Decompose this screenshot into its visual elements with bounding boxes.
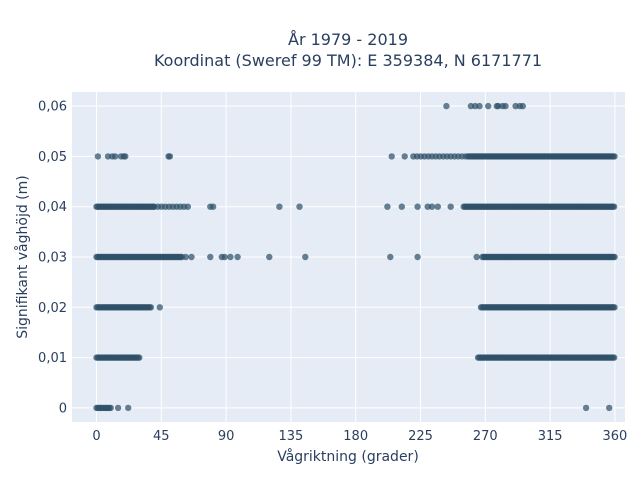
- data-point: [414, 203, 421, 210]
- data-point: [266, 253, 273, 261]
- data-point: [276, 203, 283, 210]
- data-point: [414, 253, 421, 261]
- data-point: [401, 153, 408, 160]
- x-tick-label: 270: [473, 429, 498, 444]
- data-point: [398, 203, 405, 210]
- data-point: [112, 153, 119, 160]
- x-tick-labels: 0 45 90 135 180 225 270 315 360: [92, 429, 627, 444]
- data-point: [428, 203, 436, 210]
- y-tick-label: 0,02: [38, 301, 67, 316]
- data-point: [296, 203, 303, 210]
- data-point: [114, 404, 122, 412]
- data-point: [182, 253, 189, 261]
- data-point: [611, 253, 618, 261]
- data-point: [122, 153, 129, 160]
- y-tick-label: 0,03: [38, 251, 67, 266]
- data-point: [94, 153, 102, 160]
- data-point: [207, 253, 214, 261]
- data-point: [188, 253, 195, 261]
- y-axis-label: Signifikant våghöjd (m): [14, 175, 31, 338]
- x-tick-label: 135: [278, 429, 303, 444]
- x-tick-label: 315: [538, 429, 563, 444]
- data-point: [227, 253, 234, 261]
- x-tick-label: 225: [408, 429, 433, 444]
- x-tick-label: 180: [343, 429, 368, 444]
- data-point: [156, 304, 163, 311]
- x-tick-label: 45: [153, 429, 170, 444]
- data-point: [519, 102, 526, 110]
- data-point: [611, 153, 618, 160]
- data-point: [611, 354, 618, 361]
- x-tick-label: 360: [603, 429, 628, 444]
- data-point: [462, 153, 469, 160]
- data-point: [473, 253, 480, 261]
- chart-title-line1: År 1979 - 2019: [288, 30, 408, 49]
- data-points: [93, 102, 618, 412]
- x-tick-label: 90: [218, 429, 235, 444]
- data-point: [443, 102, 450, 110]
- y-tick-label: 0,06: [38, 100, 67, 115]
- data-point: [234, 253, 241, 261]
- data-point: [502, 102, 509, 110]
- y-tick-labels: 0 0,01 0,02 0,03 0,04 0,05 0,06: [38, 100, 67, 417]
- data-point: [136, 354, 143, 361]
- data-point: [610, 203, 618, 210]
- chart-title-line2: Koordinat (Sweref 99 TM): E 359384, N 61…: [154, 51, 542, 70]
- data-point: [166, 153, 174, 160]
- data-point: [125, 404, 132, 412]
- data-point: [384, 203, 391, 210]
- y-tick-label: 0,04: [38, 200, 67, 215]
- data-point: [221, 253, 228, 261]
- data-point: [107, 404, 114, 412]
- x-axis-label: Vågriktning (grader): [277, 448, 419, 465]
- data-point: [476, 102, 483, 110]
- data-point: [606, 404, 613, 412]
- data-point: [434, 203, 441, 210]
- y-tick-label: 0,01: [38, 351, 67, 366]
- data-point: [184, 203, 191, 210]
- data-point: [447, 203, 454, 210]
- data-point: [302, 253, 309, 261]
- y-tick-label: 0,05: [38, 150, 67, 165]
- x-tick-label: 0: [92, 429, 100, 444]
- data-point: [209, 203, 217, 210]
- data-point: [485, 102, 492, 110]
- data-point: [611, 304, 618, 311]
- data-point: [388, 153, 395, 160]
- y-tick-label: 0: [59, 401, 67, 416]
- data-point: [147, 304, 155, 311]
- data-point: [387, 253, 394, 261]
- data-point: [582, 404, 590, 412]
